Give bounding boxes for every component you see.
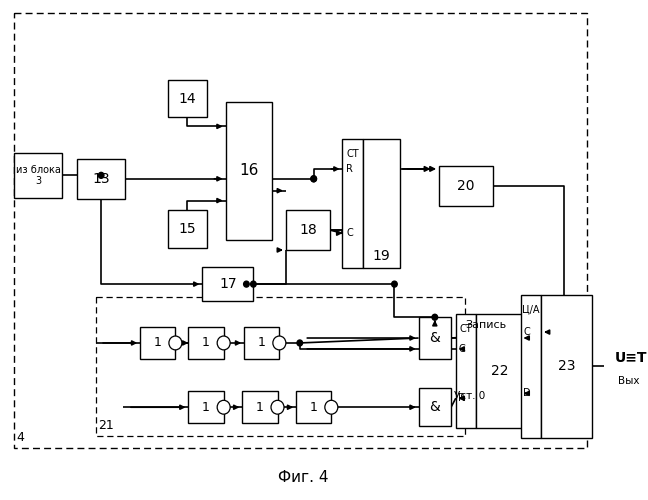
Circle shape xyxy=(169,336,182,350)
Text: 1: 1 xyxy=(202,400,210,413)
Bar xyxy=(168,210,207,248)
Bar xyxy=(343,139,363,268)
Bar xyxy=(226,102,272,240)
Circle shape xyxy=(217,400,230,414)
Circle shape xyxy=(273,336,286,350)
Text: 17: 17 xyxy=(219,277,237,291)
Bar xyxy=(419,388,451,426)
Text: 1: 1 xyxy=(256,400,264,413)
Bar xyxy=(14,153,62,198)
Text: 19: 19 xyxy=(373,249,390,263)
Text: 20: 20 xyxy=(457,178,474,192)
Bar xyxy=(456,314,476,428)
Bar xyxy=(439,166,493,205)
Text: C: C xyxy=(524,327,530,337)
Bar xyxy=(189,392,224,423)
Text: 15: 15 xyxy=(179,222,196,236)
Bar xyxy=(363,139,400,268)
Text: Уст. 0: Уст. 0 xyxy=(454,392,485,402)
Bar xyxy=(140,327,176,359)
Circle shape xyxy=(391,281,397,287)
Circle shape xyxy=(251,281,256,287)
Bar xyxy=(14,12,588,448)
Text: 1: 1 xyxy=(202,336,210,349)
Bar xyxy=(242,392,277,423)
Circle shape xyxy=(311,176,316,182)
Text: &: & xyxy=(430,400,440,414)
Bar xyxy=(541,294,592,438)
Text: 4: 4 xyxy=(17,431,25,444)
Text: 16: 16 xyxy=(239,164,259,178)
Circle shape xyxy=(217,336,230,350)
Circle shape xyxy=(244,281,249,287)
Bar xyxy=(286,210,330,250)
Text: U≡T: U≡T xyxy=(614,352,647,366)
Text: C: C xyxy=(459,344,465,354)
Text: C: C xyxy=(346,228,353,238)
Bar xyxy=(419,317,451,359)
Bar xyxy=(244,327,279,359)
Circle shape xyxy=(325,400,338,414)
Text: R: R xyxy=(346,164,353,174)
Text: Ц/А: Ц/А xyxy=(522,304,540,314)
Text: Вых: Вых xyxy=(618,376,640,386)
Text: D: D xyxy=(524,388,531,398)
Bar xyxy=(520,294,541,438)
Text: 13: 13 xyxy=(93,172,110,186)
Text: R: R xyxy=(459,394,465,404)
Text: 21: 21 xyxy=(98,419,114,432)
Bar xyxy=(77,159,125,198)
Bar xyxy=(296,392,331,423)
Circle shape xyxy=(297,340,303,346)
Text: 1: 1 xyxy=(154,336,162,349)
Bar xyxy=(96,298,465,436)
Circle shape xyxy=(311,176,316,182)
Text: &: & xyxy=(430,331,440,345)
Text: из блока
3: из блока 3 xyxy=(16,164,60,186)
Bar xyxy=(189,327,224,359)
Text: 1: 1 xyxy=(258,336,266,349)
Circle shape xyxy=(98,172,104,178)
Text: СТ: СТ xyxy=(347,149,359,159)
Text: Фиг. 4: Фиг. 4 xyxy=(278,470,329,485)
Bar xyxy=(202,267,253,302)
Circle shape xyxy=(432,314,437,320)
Circle shape xyxy=(271,400,284,414)
Text: 1: 1 xyxy=(310,400,318,413)
Text: 23: 23 xyxy=(558,359,575,373)
Text: СТ: СТ xyxy=(459,324,472,334)
Bar xyxy=(168,80,207,118)
Text: 22: 22 xyxy=(491,364,509,378)
Bar xyxy=(476,314,524,428)
Text: 14: 14 xyxy=(179,92,196,106)
Text: 18: 18 xyxy=(299,223,317,237)
Text: Запись: Запись xyxy=(465,320,507,330)
